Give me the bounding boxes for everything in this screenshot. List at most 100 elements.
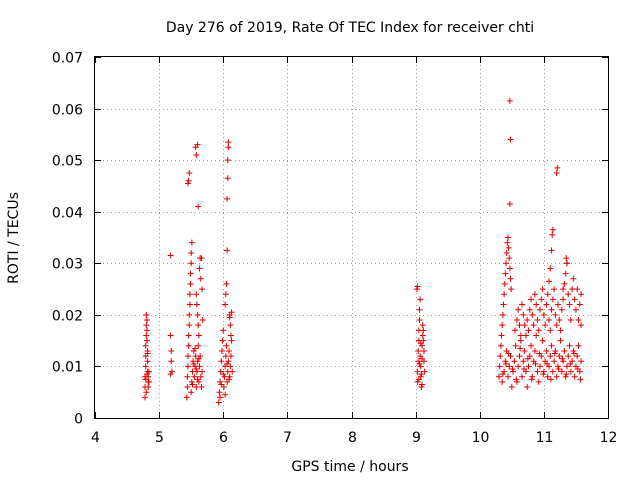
data-point — [510, 368, 517, 375]
data-point — [145, 373, 152, 380]
data-point — [188, 260, 195, 267]
data-point — [554, 301, 561, 308]
data-point — [572, 306, 579, 313]
data-point — [225, 358, 232, 365]
data-point — [224, 360, 231, 367]
data-point — [502, 358, 509, 365]
data-point — [419, 381, 426, 388]
data-point — [558, 368, 565, 375]
data-point — [578, 291, 585, 298]
x-tick-label: 10 — [472, 430, 490, 446]
data-point — [575, 342, 582, 349]
data-point — [561, 347, 568, 354]
data-point — [562, 373, 569, 380]
y-tick-label: 0.07 — [52, 51, 83, 67]
x-tick-label: 12 — [600, 430, 618, 446]
y-tick-label: 0 — [74, 412, 83, 428]
data-point — [566, 342, 573, 349]
data-point — [499, 371, 506, 378]
data-point — [571, 373, 578, 380]
data-point — [501, 280, 508, 287]
data-point — [196, 363, 203, 370]
data-point — [533, 332, 540, 339]
data-point — [566, 301, 573, 308]
data-point — [509, 366, 516, 373]
data-point — [224, 157, 231, 164]
data-point — [553, 322, 560, 329]
data-point — [188, 389, 195, 396]
data-point — [184, 180, 191, 187]
data-point — [529, 373, 536, 380]
data-point — [503, 260, 510, 267]
data-point — [418, 384, 425, 391]
data-point — [553, 373, 560, 380]
data-point — [225, 144, 232, 151]
data-point — [498, 332, 505, 339]
x-tick-label: 11 — [536, 430, 554, 446]
data-point — [419, 332, 426, 339]
data-point — [144, 350, 151, 357]
data-point — [414, 283, 421, 290]
data-point — [501, 368, 508, 375]
data-point — [417, 363, 424, 370]
data-point — [548, 306, 555, 313]
data-point — [503, 360, 510, 367]
data-point — [142, 394, 149, 401]
data-point — [513, 317, 520, 324]
data-point — [551, 350, 558, 357]
data-point — [167, 371, 174, 378]
data-point — [217, 394, 224, 401]
data-point — [197, 373, 204, 380]
data-point — [186, 291, 193, 298]
data-point — [414, 368, 421, 375]
data-point — [186, 301, 193, 308]
data-point — [220, 384, 227, 391]
data-point — [223, 342, 230, 349]
data-point — [528, 376, 535, 383]
data-point — [565, 291, 572, 298]
data-point — [215, 399, 222, 406]
data-point — [417, 296, 424, 303]
data-point — [227, 322, 234, 329]
data-point — [540, 368, 547, 375]
data-point — [507, 275, 514, 282]
data-point — [508, 384, 515, 391]
data-point — [565, 353, 572, 360]
data-point — [533, 301, 540, 308]
data-point — [504, 373, 511, 380]
data-point — [555, 366, 562, 373]
chart-title: Day 276 of 2019, Rate Of TEC Index for r… — [166, 20, 534, 36]
data-point — [515, 306, 522, 313]
data-point — [415, 347, 422, 354]
data-point — [574, 353, 581, 360]
data-point — [539, 286, 546, 293]
x-tick-label: 8 — [348, 430, 357, 446]
data-point — [559, 355, 566, 362]
data-point — [515, 363, 522, 370]
data-point — [563, 363, 570, 370]
data-point — [513, 376, 520, 383]
plot-frame — [94, 56, 609, 419]
data-point — [576, 301, 583, 308]
data-point — [168, 358, 175, 365]
data-point — [419, 322, 426, 329]
data-point — [188, 378, 195, 385]
data-point — [535, 327, 542, 334]
data-point — [143, 389, 150, 396]
data-point — [222, 391, 229, 398]
data-point — [547, 327, 554, 334]
data-point — [534, 368, 541, 375]
data-point — [226, 314, 233, 321]
data-point — [567, 368, 574, 375]
data-point — [522, 332, 529, 339]
data-point — [193, 151, 200, 158]
data-point — [578, 322, 585, 329]
data-point — [517, 337, 524, 344]
data-point — [512, 327, 519, 334]
data-point — [578, 358, 585, 365]
data-point — [519, 301, 526, 308]
data-point — [551, 358, 558, 365]
data-point — [537, 306, 544, 313]
data-point — [506, 255, 513, 262]
